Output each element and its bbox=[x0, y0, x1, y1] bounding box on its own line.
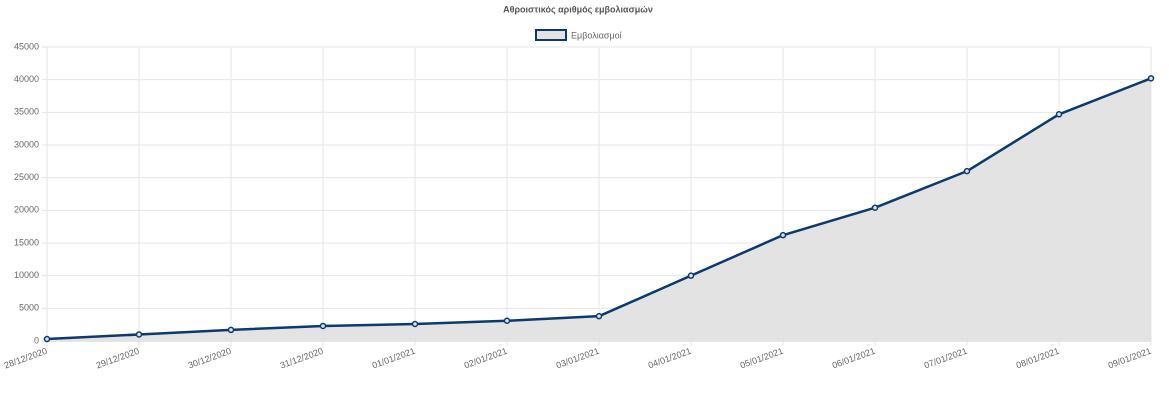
x-tick-label: 06/01/2021 bbox=[831, 346, 877, 371]
point bbox=[227, 326, 235, 334]
point bbox=[871, 204, 879, 211]
point bbox=[687, 272, 695, 279]
y-tick-label: 15000 bbox=[14, 237, 39, 247]
point bbox=[963, 167, 971, 175]
x-tick-label: 02/01/2021 bbox=[463, 346, 509, 371]
point bbox=[503, 317, 511, 324]
point bbox=[1055, 111, 1063, 118]
y-tick-label: 0 bbox=[34, 335, 39, 345]
y-tick-label: 45000 bbox=[14, 41, 39, 51]
point bbox=[1147, 75, 1155, 82]
y-tick-label: 10000 bbox=[14, 270, 39, 280]
x-tick-label: 03/01/2021 bbox=[555, 346, 601, 371]
point bbox=[135, 331, 143, 338]
point bbox=[595, 312, 603, 320]
point bbox=[779, 231, 787, 239]
x-tick-label: 28/12/2020 bbox=[3, 346, 49, 371]
area bbox=[47, 78, 1151, 342]
legend-label: Εμβολιασμοί bbox=[571, 30, 622, 40]
point bbox=[319, 322, 327, 330]
x-tick-label: 07/01/2021 bbox=[923, 346, 969, 371]
x-tick-label: 31/12/2020 bbox=[279, 346, 325, 371]
y-tick-label: 25000 bbox=[14, 172, 39, 182]
y-tick-label: 20000 bbox=[14, 205, 39, 215]
legend-swatch bbox=[535, 29, 567, 41]
x-tick-label: 08/01/2021 bbox=[1015, 346, 1061, 371]
y-tick-label: 35000 bbox=[14, 107, 39, 117]
chart-title: Αθροιστικός αριθμός εμβολιασμών bbox=[503, 4, 653, 14]
y-tick-label: 40000 bbox=[14, 74, 39, 84]
y-tick-label: 30000 bbox=[14, 139, 39, 149]
y-tick-label: 5000 bbox=[19, 303, 39, 313]
x-tick-label: 30/12/2020 bbox=[187, 346, 233, 371]
point bbox=[43, 335, 51, 343]
point bbox=[411, 320, 419, 328]
x-tick-label: 29/12/2020 bbox=[95, 346, 141, 371]
x-tick-label: 09/01/2021 bbox=[1107, 346, 1153, 371]
x-tick-label: 01/01/2021 bbox=[371, 346, 417, 371]
x-tick-label: 05/01/2021 bbox=[739, 346, 785, 371]
x-tick-label: 04/01/2021 bbox=[647, 346, 693, 371]
